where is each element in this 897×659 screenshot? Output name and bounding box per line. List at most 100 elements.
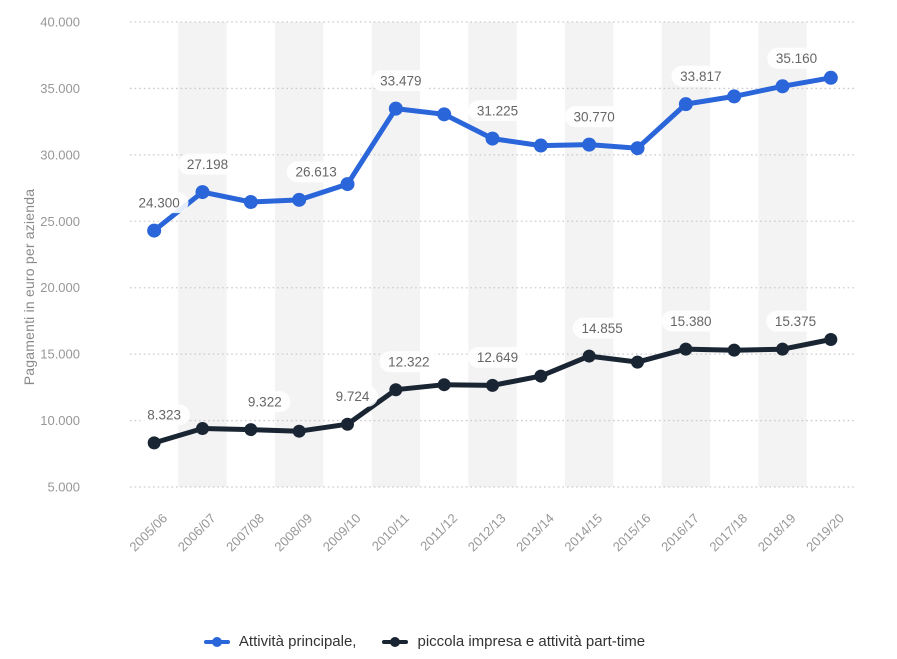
data-point[interactable] xyxy=(679,342,693,356)
point-label: 14.855 xyxy=(582,321,623,336)
data-point[interactable] xyxy=(244,423,258,437)
point-label-pill xyxy=(468,346,527,368)
point-label: 35.160 xyxy=(776,51,817,66)
data-point[interactable] xyxy=(727,89,742,104)
point-label-pill xyxy=(468,100,527,122)
plot-area: 5.000 10.000 15.000 20.000 25.000 30.000 35.00… xyxy=(40,15,855,555)
data-point[interactable] xyxy=(485,131,500,146)
plot-band xyxy=(371,22,420,487)
y-tick-label: 35.000 xyxy=(40,81,80,96)
point-label-pill xyxy=(327,385,378,407)
x-tick-label: 2017/18 xyxy=(706,511,750,555)
point-label-pill xyxy=(138,404,190,426)
data-point[interactable] xyxy=(437,107,452,122)
x-tick-label: 2009/10 xyxy=(320,511,364,555)
plot-band xyxy=(468,22,517,487)
x-tick-label: 2016/17 xyxy=(658,511,702,555)
point-label-pill xyxy=(766,310,825,332)
legend-label: piccola impresa e attività part-time xyxy=(417,633,646,650)
point-label-pill xyxy=(286,161,346,183)
point-label-pill xyxy=(572,317,632,339)
point-label: 12.322 xyxy=(388,355,429,370)
point-label: 24.300 xyxy=(139,195,180,210)
point-label-pill xyxy=(767,47,826,69)
data-point[interactable] xyxy=(534,369,548,383)
legend-item-attivita-principale[interactable]: Attività principale, xyxy=(203,633,357,650)
legend: Attività principale, piccola impresa e a… xyxy=(0,633,873,650)
legend-label: Attività principale, xyxy=(238,633,357,650)
plot-band xyxy=(565,22,614,487)
data-point[interactable] xyxy=(824,333,838,347)
data-point[interactable] xyxy=(630,141,645,156)
data-point[interactable] xyxy=(195,185,210,200)
y-tick-label: 5.000 xyxy=(47,480,80,495)
y-axis-title: Pagamenti in euro per azienda xyxy=(21,188,37,386)
x-tick-label: 2008/09 xyxy=(271,511,315,555)
y-tick-label: 15.000 xyxy=(40,347,80,362)
y-tick-label: 40.000 xyxy=(40,15,80,30)
point-label: 9.322 xyxy=(248,394,282,409)
data-point[interactable] xyxy=(582,349,596,363)
x-tick-label: 2018/19 xyxy=(755,511,799,555)
x-tick-label: 2010/11 xyxy=(369,511,412,554)
data-point[interactable] xyxy=(243,195,258,210)
y-tick-label: 30.000 xyxy=(40,147,80,162)
x-tick-label: 2006/07 xyxy=(175,511,219,555)
data-point[interactable] xyxy=(582,137,597,152)
data-point[interactable] xyxy=(292,192,307,207)
point-label-pill xyxy=(671,65,731,87)
data-point[interactable] xyxy=(147,223,162,238)
x-tick-label: 2005/06 xyxy=(126,511,170,555)
data-point[interactable] xyxy=(340,177,355,192)
point-label: 31.225 xyxy=(477,103,518,118)
point-label-pill xyxy=(239,391,291,413)
point-label: 27.198 xyxy=(187,157,228,172)
data-point[interactable] xyxy=(776,342,789,356)
data-point[interactable] xyxy=(196,422,209,436)
data-point[interactable] xyxy=(388,101,403,116)
point-label: 9.724 xyxy=(336,389,370,404)
point-label-pill xyxy=(379,351,439,373)
point-label: 33.479 xyxy=(380,73,421,88)
x-tick-label: 2007/08 xyxy=(223,511,267,555)
point-label-pill xyxy=(371,70,431,92)
y-tick-label: 10.000 xyxy=(40,413,80,428)
x-tick-label: 2019/20 xyxy=(803,511,847,555)
plot-band xyxy=(275,22,324,487)
legend-marker-dark-icon xyxy=(382,636,409,647)
data-point[interactable] xyxy=(823,70,838,85)
x-tick-label: 2015/16 xyxy=(610,511,654,555)
data-point[interactable] xyxy=(533,138,548,153)
y-tick-label: 20.000 xyxy=(40,280,80,295)
point-label: 12.649 xyxy=(477,350,518,365)
legend-item-piccola-impresa[interactable]: piccola impresa e attività part-time xyxy=(382,633,645,650)
data-point[interactable] xyxy=(631,355,644,369)
point-label-pill xyxy=(564,106,624,128)
x-tick-label: 2014/15 xyxy=(561,511,605,555)
data-point[interactable] xyxy=(678,97,693,112)
data-point[interactable] xyxy=(147,436,161,450)
point-label: 15.375 xyxy=(775,314,816,329)
x-tick-label: 2012/13 xyxy=(465,511,509,555)
point-label-pill xyxy=(129,192,189,214)
point-label: 26.613 xyxy=(296,165,337,180)
plot-band xyxy=(758,22,807,487)
point-label: 15.380 xyxy=(670,314,711,329)
legend-marker-blue-icon xyxy=(203,636,230,647)
point-label: 8.323 xyxy=(147,408,181,423)
data-point[interactable] xyxy=(775,79,790,94)
point-label-pill xyxy=(178,153,237,175)
data-point[interactable] xyxy=(389,383,403,397)
data-point[interactable] xyxy=(727,343,741,357)
x-tick-label: 2013/14 xyxy=(513,511,557,555)
data-point[interactable] xyxy=(437,378,451,392)
data-point[interactable] xyxy=(292,424,306,438)
point-label: 33.817 xyxy=(680,69,721,84)
plot-band xyxy=(661,22,710,487)
data-point[interactable] xyxy=(486,378,499,392)
point-label: 30.770 xyxy=(574,109,615,124)
y-tick-label: 25.000 xyxy=(40,214,80,229)
point-label-pill xyxy=(661,310,721,332)
data-point[interactable] xyxy=(341,417,354,431)
